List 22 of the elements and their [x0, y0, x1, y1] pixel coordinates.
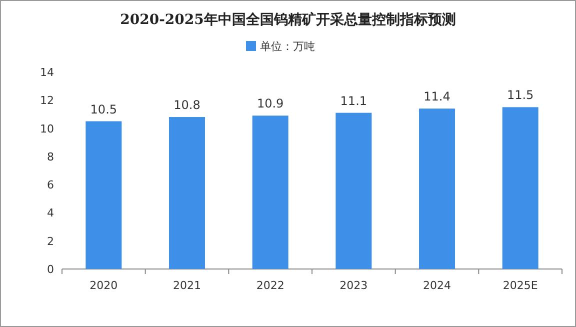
x-tick-label: 2020 [90, 279, 118, 292]
legend-label: 单位：万吨 [260, 40, 315, 53]
y-tick-label: 10 [40, 122, 54, 136]
x-tick-label: 2024 [423, 279, 451, 292]
x-tick-label: 2022 [256, 279, 284, 292]
data-label: 11.5 [506, 88, 534, 102]
data-label: 11.1 [340, 94, 368, 108]
y-tick-label: 12 [40, 94, 54, 108]
y-tick-label: 4 [47, 206, 54, 220]
data-label: 10.9 [256, 96, 284, 111]
y-tick-label: 0 [47, 263, 54, 276]
y-tick-label: 8 [47, 150, 54, 164]
x-tick-label: 2021 [173, 279, 201, 292]
x-tick-label: 2023 [340, 279, 368, 292]
chart-title: 2020-2025年中国全国钨精矿开采总量控制指标预测 [120, 11, 456, 28]
y-tick-label: 2 [47, 234, 54, 248]
data-label: 10.8 [174, 98, 200, 112]
x-tick-label: 2025E [502, 279, 538, 292]
y-tick-label: 14 [40, 66, 54, 79]
data-label: 11.4 [424, 90, 450, 104]
data-label: 10.5 [90, 102, 118, 116]
y-tick-label: 6 [47, 178, 54, 192]
